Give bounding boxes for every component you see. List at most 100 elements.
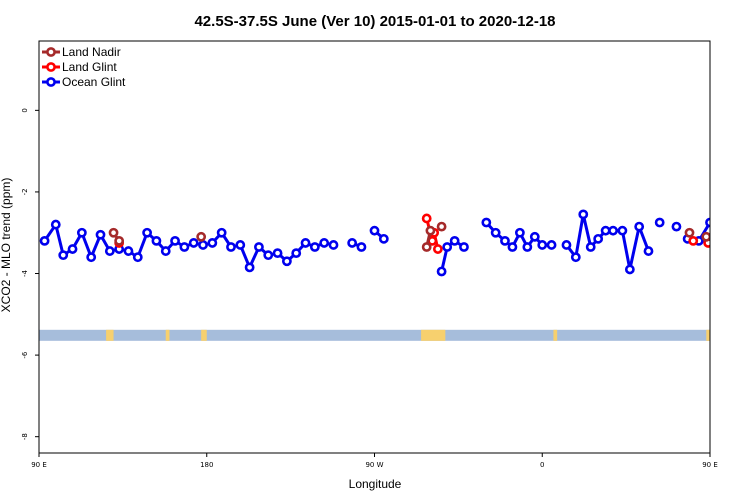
surface-band-land [706,329,710,341]
data-point [600,225,611,236]
data-point [718,252,725,259]
data-point [654,217,665,228]
data-point [226,242,236,252]
data-point [500,235,510,246]
data-point [608,225,618,236]
data-point [425,225,436,236]
x-tick-label: 0 [540,461,544,469]
data-point [643,246,654,256]
surface-band [39,329,710,341]
data-point [432,244,443,254]
data-point [347,238,358,248]
data-point [123,246,134,256]
data-point [617,225,628,236]
data-point [67,244,78,254]
legend-marker [46,47,56,57]
data-point [705,217,710,228]
data-point [585,242,596,252]
surface-band-ocean [39,329,710,341]
data-point [736,229,743,236]
data-point [421,242,432,252]
surface-band-land [553,329,558,341]
data-point [459,242,469,252]
legend-label: Land Nadir [62,45,121,59]
data-point [481,217,492,228]
data-point [671,221,682,232]
data-point [744,254,750,261]
x-tick-label: 90 E [702,461,718,469]
data-point [490,227,501,238]
data-point [421,213,432,224]
data-point [39,235,50,246]
data-point [95,229,106,240]
data-point [58,250,69,261]
data-point [170,235,180,246]
data-point [244,262,255,273]
y-axis-label: XCO2 - MLO trend (ppm) [0,178,13,313]
data-point [522,242,533,252]
data-point [593,233,604,244]
data-point [634,221,645,232]
plot-frame [38,40,711,454]
data-point [216,227,227,238]
chart-title: 42.5S-37.5S June (Ver 10) 2015-01-01 to … [194,13,555,30]
legend-item-land-glint: Land Glint [42,60,117,74]
data-point [701,231,710,242]
series-land-nadir [108,221,710,252]
legend-item-ocean-glint: Ocean Glint [42,75,126,89]
legend-label: Ocean Glint [62,75,126,89]
y-axis-ticks: 0 -2 -4 -6 -8 [21,108,39,440]
data-point [688,235,699,246]
data-point [108,227,119,238]
y-tick-label: -4 [21,269,29,277]
legend-label: Land Glint [62,60,117,74]
data-point [281,256,292,267]
data-point [300,238,311,248]
data-point [76,227,87,238]
data-point [142,227,153,238]
x-tick-label: 90 W [365,461,383,469]
surface-band-land [106,329,114,341]
data-point [378,233,389,244]
data-point [507,242,518,252]
y-tick-label: -6 [21,351,29,359]
data-point [449,235,460,246]
legend-marker [46,77,56,87]
data-point [272,248,283,259]
data-point [196,231,207,242]
data-point [546,240,557,250]
data-point [570,252,581,263]
series-layer [39,209,750,277]
data-point [561,240,572,250]
y-tick-label: 0 [21,108,29,112]
data-point [309,242,320,252]
data-point [328,240,339,250]
data-point [254,242,264,252]
data-point [291,248,302,259]
series-ocean-glint [39,209,750,277]
data-point [514,227,525,238]
data-point [436,221,447,232]
data-point [104,246,115,256]
data-point [50,219,61,230]
data-point [624,264,635,275]
x-axis-label: Longitude [349,477,402,491]
data-point [537,240,548,250]
data-point [578,209,589,220]
legend-marker [46,62,56,72]
data-point [198,240,208,250]
y-tick-label: -8 [21,433,29,440]
data-point [369,225,380,236]
data-point [356,242,367,252]
y-tick-label: -2 [21,188,29,195]
data-point [114,235,125,246]
data-point [132,252,143,263]
data-point [235,240,246,250]
surface-band-land [201,329,207,341]
data-point [442,242,453,252]
data-point [436,266,447,277]
data-point [151,235,162,246]
series-line [721,233,750,257]
